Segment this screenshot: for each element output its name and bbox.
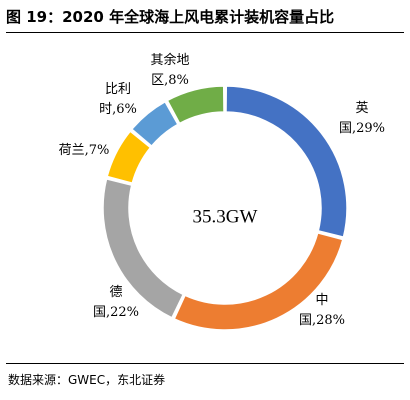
- source-divider: [6, 363, 404, 364]
- slice-label-4: 比利时,6%: [99, 82, 137, 117]
- donut-slices: [102, 85, 348, 331]
- slice-label-line: 其余地: [150, 52, 189, 68]
- slice-label-line: 时,6%: [99, 102, 137, 117]
- slice-label-line: 比利: [105, 82, 131, 97]
- donut-slice-0: [225, 85, 348, 239]
- source-note: 数据来源：GWEC，东北证券: [8, 373, 166, 387]
- donut-slice-3: [106, 130, 152, 185]
- slice-label-line: 区,8%: [151, 73, 189, 88]
- donut-slice-4: [130, 100, 179, 148]
- slice-label-line: 英: [355, 101, 368, 116]
- slice-label-5: 其余地区,8%: [150, 52, 189, 88]
- slice-label-1: 中国,28%: [299, 293, 345, 328]
- slice-label-2: 德国,22%: [93, 285, 139, 320]
- slice-label-line: 中: [315, 293, 328, 308]
- slice-label-line: 德: [109, 285, 122, 300]
- donut-slice-5: [166, 85, 225, 125]
- slice-label-line: 国,28%: [299, 313, 345, 328]
- slice-labels: 英国,29% 中国,28% 德国,22% 荷兰,7% 比利时,6% 其余地区,8%: [59, 52, 385, 328]
- slice-label-line: 国,29%: [339, 121, 385, 136]
- slice-label-0: 英国,29%: [339, 101, 385, 136]
- slice-label-line: 荷兰,7%: [59, 143, 110, 158]
- center-total-label: 35.3GW: [193, 206, 258, 227]
- title-divider: [6, 32, 404, 33]
- slice-label-3: 荷兰,7%: [59, 143, 110, 158]
- figure-title: 图 19：2020 年全球海上风电累计装机容量占比: [6, 8, 335, 26]
- slice-label-line: 国,22%: [93, 305, 139, 320]
- donut-slice-1: [173, 231, 344, 331]
- donut-slice-2: [102, 177, 185, 319]
